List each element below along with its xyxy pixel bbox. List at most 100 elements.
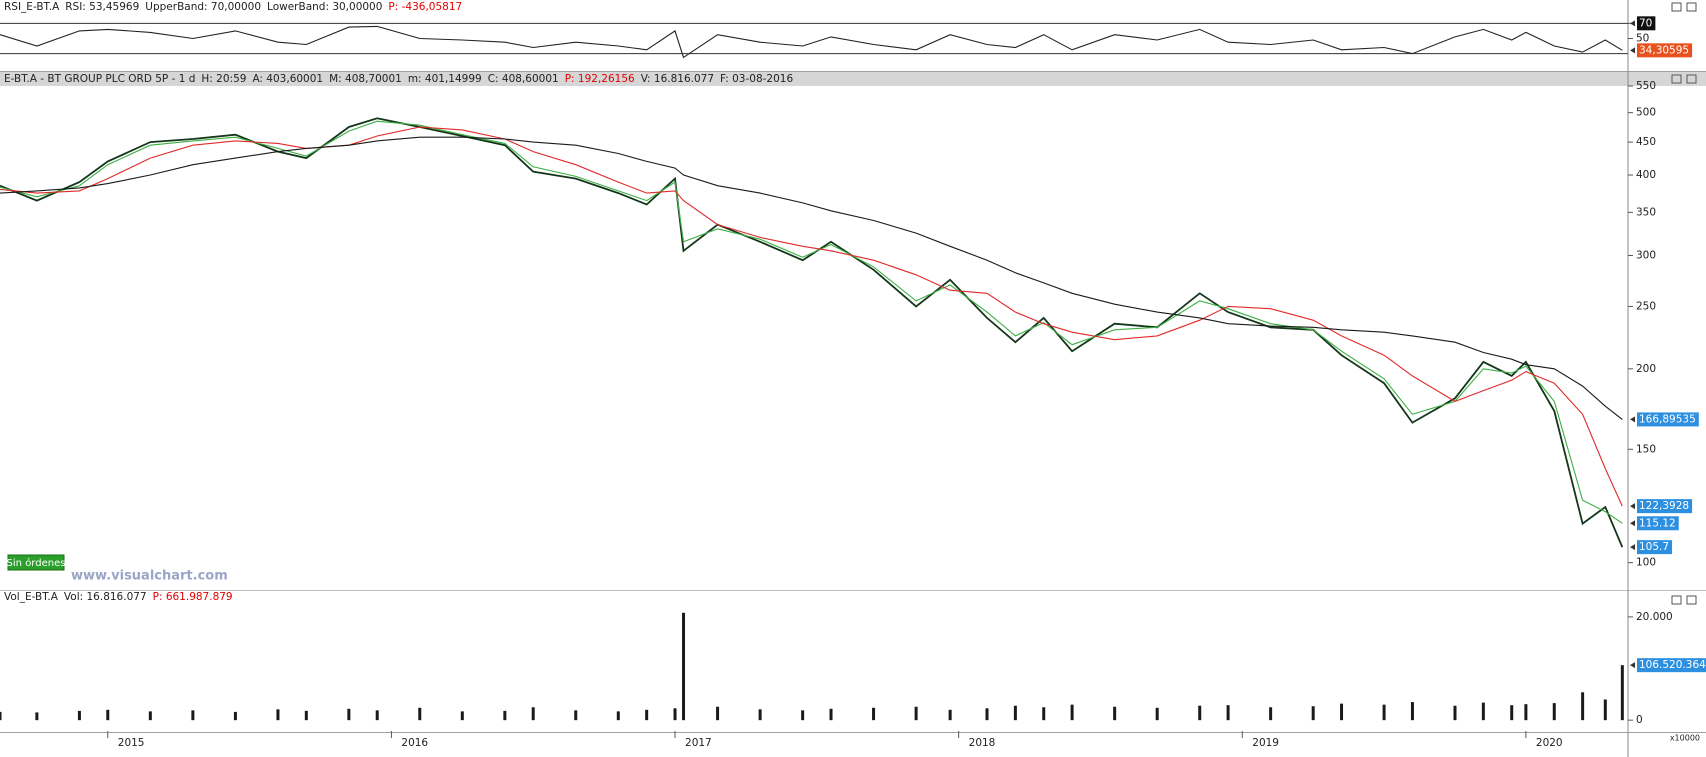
axis-marker: 166,89535 xyxy=(1637,412,1699,427)
volume-bar xyxy=(35,712,39,721)
panel-header: P: -436,05817 xyxy=(388,1,462,13)
y-tick-label: 500 xyxy=(1636,107,1656,119)
volume-bar xyxy=(758,709,762,721)
volume-bar xyxy=(716,706,720,721)
y-tick-label: 200 xyxy=(1636,363,1656,375)
separator xyxy=(0,590,1706,591)
button-icon[interactable] xyxy=(1671,2,1682,12)
volume-bar xyxy=(460,711,464,721)
volume-bar xyxy=(872,707,876,721)
y-tick-label: 550 xyxy=(1636,80,1656,92)
marker-arrow xyxy=(1630,20,1635,27)
volume-bar xyxy=(1311,706,1315,721)
axis-marker: 70 xyxy=(1637,16,1656,31)
volume-bar xyxy=(304,710,308,721)
volume-bar xyxy=(1410,702,1414,721)
axis-marker: 106.520.364 xyxy=(1637,658,1706,673)
y-tick-label: 400 xyxy=(1636,169,1656,181)
volume-bar xyxy=(77,710,81,721)
axis-marker: 122,3928 xyxy=(1637,499,1693,514)
volume-bar xyxy=(531,707,535,721)
button-icon[interactable] xyxy=(1686,2,1697,12)
y-tick-label: 350 xyxy=(1636,206,1656,218)
volume-bar xyxy=(418,707,422,721)
volume-bar xyxy=(1198,705,1202,721)
axis-marker: 34,30595 xyxy=(1637,43,1693,58)
volume-bar xyxy=(1603,699,1607,721)
panel-header: P: 661.987.879 xyxy=(153,591,233,603)
marker-box xyxy=(1637,499,1693,514)
panel-header: Vol: 16.816.077 xyxy=(64,591,147,603)
y-tick-label: 100 xyxy=(1636,557,1656,569)
button-icon[interactable] xyxy=(1686,595,1697,605)
volume-bar xyxy=(1226,705,1230,721)
y-tick-label: 20.000 xyxy=(1636,611,1673,623)
marker-arrow xyxy=(1630,544,1635,551)
panel-header: UpperBand: 70,00000 xyxy=(145,1,261,13)
volume-bar xyxy=(682,612,686,721)
button-icon[interactable] xyxy=(1686,74,1697,84)
volume-bar xyxy=(1382,704,1386,721)
volume-bar xyxy=(985,708,989,721)
x-tick-label: 2018 xyxy=(969,737,996,749)
volume-bar xyxy=(1510,705,1514,721)
panel-header: H: 20:59 xyxy=(201,73,246,85)
x-tick-label: 2016 xyxy=(401,737,428,749)
panel-header: E-BT.A - BT GROUP PLC ORD 5P - 1 d xyxy=(4,73,195,85)
panel-header: RSI: 53,45969 xyxy=(65,1,139,13)
series-line xyxy=(0,25,1623,59)
volume-bar xyxy=(1581,692,1585,721)
volume-bar xyxy=(106,709,110,721)
volume-bar xyxy=(1620,665,1624,721)
volume-bar xyxy=(1070,704,1074,721)
volume-bar xyxy=(191,710,195,721)
series-line xyxy=(0,136,1623,420)
marker-label: 106.520.364 xyxy=(1639,659,1706,671)
marker-box xyxy=(1637,540,1673,555)
marker-box xyxy=(1637,16,1656,31)
volume-bar xyxy=(1269,707,1273,721)
window-buttons xyxy=(1671,2,1697,605)
volume-bar xyxy=(673,708,677,721)
volume-bar xyxy=(347,708,351,721)
volume-bar xyxy=(801,710,805,721)
panel-header: P: 192,26156 xyxy=(565,73,635,85)
volume-bar xyxy=(948,709,952,721)
marker-arrow xyxy=(1630,416,1635,423)
x-tick-label: 2017 xyxy=(685,737,712,749)
volume-bar xyxy=(503,710,507,721)
marker-arrow xyxy=(1630,47,1635,54)
panel-header: M: 408,70001 xyxy=(329,73,402,85)
volume-bar xyxy=(276,709,280,721)
volume-bar xyxy=(829,708,833,721)
panel-header: F: 03-08-2016 xyxy=(720,73,793,85)
y-tick-label: 300 xyxy=(1636,249,1656,261)
order-status-button[interactable] xyxy=(7,554,65,571)
panel-header: m: 401,14999 xyxy=(408,73,482,85)
volume-bar xyxy=(574,710,578,721)
x-tick-label: 2019 xyxy=(1252,737,1279,749)
series-line xyxy=(0,126,1623,507)
volume-bar xyxy=(1155,707,1159,721)
marker-box xyxy=(1637,43,1693,58)
panel-header: Vol_E-BT.A xyxy=(4,591,59,603)
marker-label: 122,3928 xyxy=(1639,500,1689,512)
x-tick-label: 2020 xyxy=(1536,737,1563,749)
panel-header: A: 403,60001 xyxy=(252,73,323,85)
marker-box xyxy=(1637,658,1706,673)
volume-bar xyxy=(1013,705,1017,721)
button-icon[interactable] xyxy=(1671,74,1682,84)
marker-label: 115.12 xyxy=(1639,517,1676,529)
y-tick-label: 50 xyxy=(1636,32,1649,44)
y-tick-label: 0 xyxy=(1636,714,1643,726)
volume-bar xyxy=(1524,704,1528,721)
marker-label: 105.7 xyxy=(1639,541,1669,553)
marker-box xyxy=(1637,516,1679,531)
button-icon[interactable] xyxy=(1671,595,1682,605)
y-tick-label: 250 xyxy=(1636,300,1656,312)
volume-bar xyxy=(1042,707,1046,721)
marker-box xyxy=(1637,412,1699,427)
y-tick-label: 450 xyxy=(1636,136,1656,148)
volume-bar xyxy=(375,710,379,721)
